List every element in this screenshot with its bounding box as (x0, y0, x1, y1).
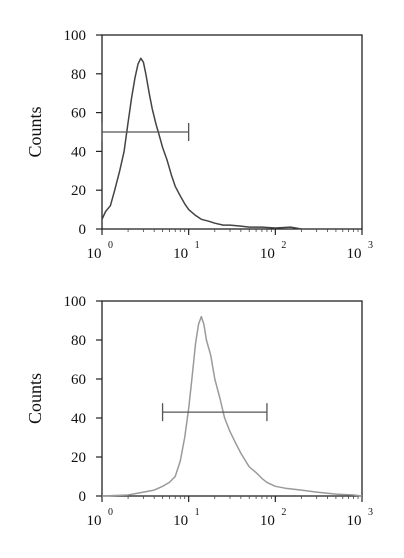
plot-frame (101, 300, 363, 497)
x-tick-label: 10 (260, 246, 275, 262)
y-axis-label: Counts (25, 373, 45, 424)
x-tick-label: 10 (347, 513, 362, 529)
y-tick-label: 80 (71, 67, 86, 83)
y-tick-label: 20 (71, 450, 86, 466)
x-tick-exponent: 0 (108, 240, 113, 251)
y-tick-label: 0 (79, 489, 87, 505)
x-tick-label: 10 (173, 246, 188, 262)
histogram-line-1 (101, 315, 363, 497)
x-tick-label: 10 (87, 246, 102, 262)
y-tick-label: 0 (79, 222, 87, 238)
x-tick-label: 10 (87, 513, 102, 529)
y-tick-label: 60 (71, 372, 86, 388)
x-tick-exponent: 0 (108, 507, 113, 518)
x-tick-label: 10 (347, 246, 362, 262)
y-tick-label: 60 (71, 106, 86, 122)
y-tick-label: 20 (71, 183, 86, 199)
x-tick-label: 10 (173, 513, 188, 529)
y-tick-label: 100 (64, 294, 87, 310)
histogram-line-1 (101, 57, 302, 230)
y-tick-label: 40 (71, 144, 86, 160)
x-tick-exponent: 1 (195, 507, 200, 518)
x-tick-exponent: 2 (281, 240, 286, 251)
y-axis-label: Counts (25, 106, 45, 157)
x-tick-label: 10 (260, 513, 275, 529)
y-tick-label: 100 (64, 28, 87, 44)
x-tick-exponent: 3 (368, 507, 373, 518)
x-tick-exponent: 2 (281, 507, 286, 518)
x-tick-exponent: 1 (195, 240, 200, 251)
x-tick-exponent: 3 (368, 240, 373, 251)
y-tick-label: 40 (71, 411, 86, 427)
y-tick-label: 80 (71, 333, 86, 349)
